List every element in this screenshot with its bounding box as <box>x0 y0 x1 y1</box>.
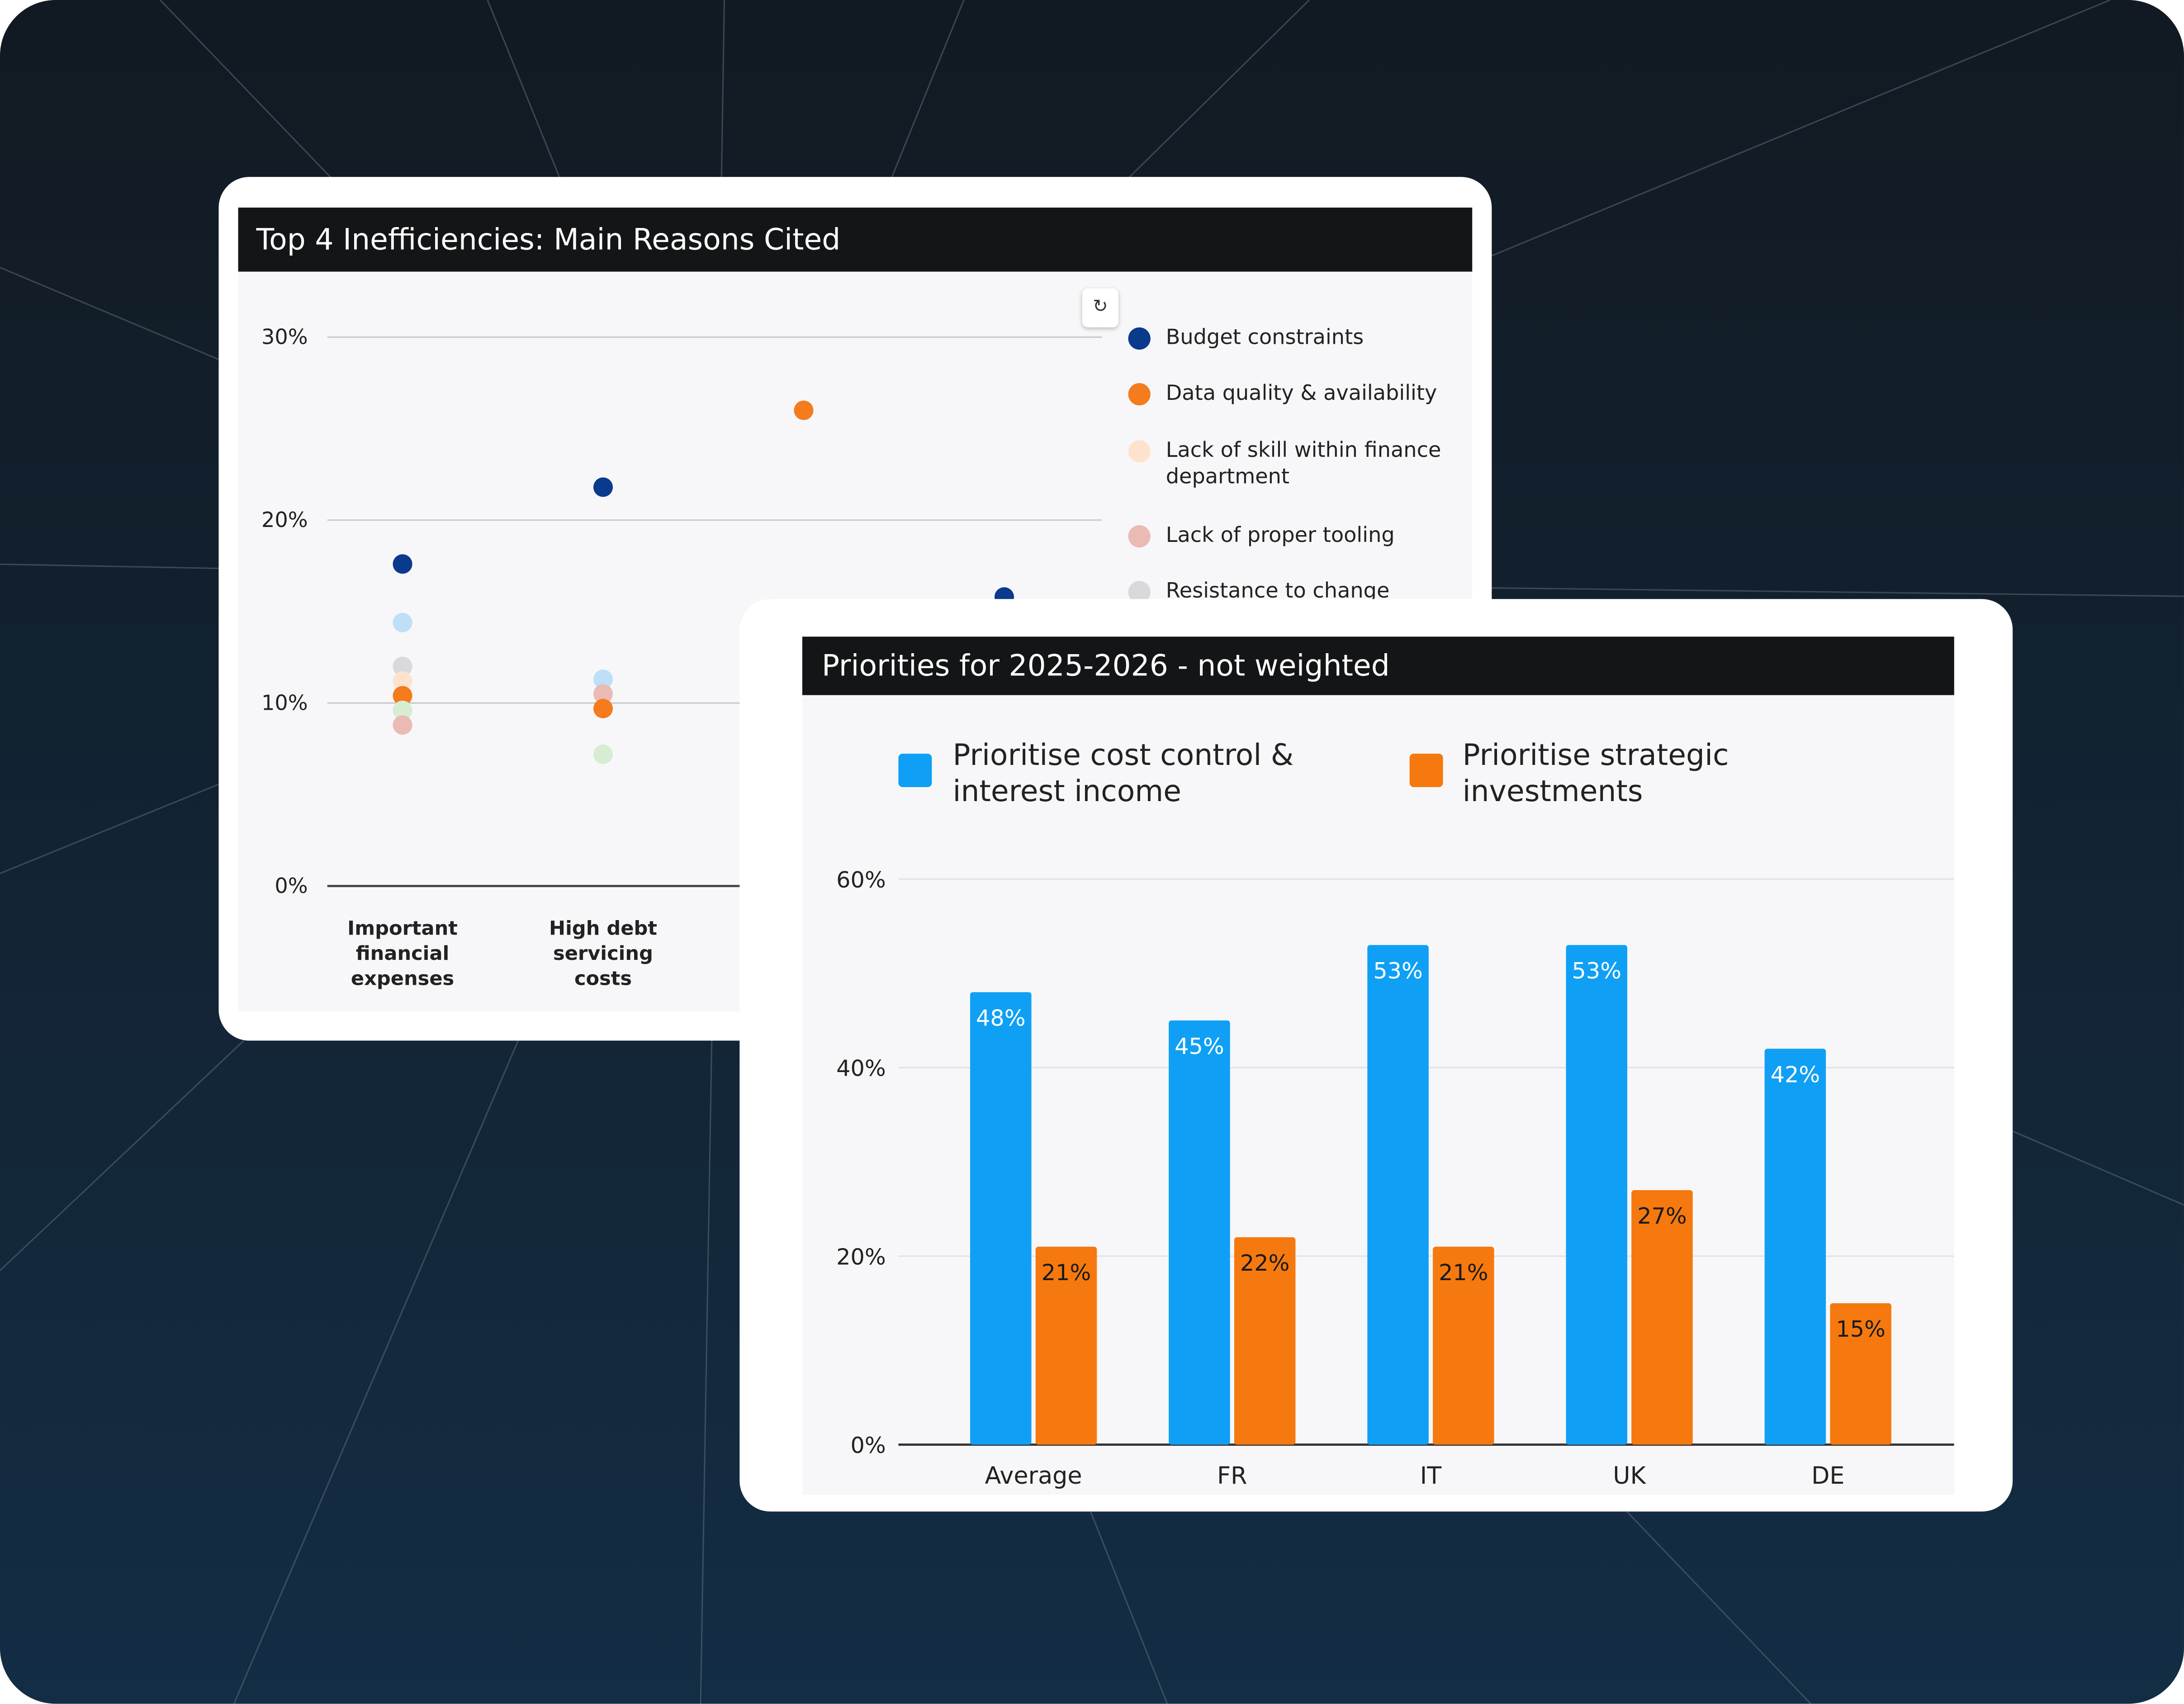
x-category-label: Important financial expenses <box>347 917 458 990</box>
bar-plot-area: Prioritise cost control & interest incom… <box>802 695 1954 1495</box>
bar-value-label: 21% <box>1042 1259 1091 1286</box>
bar-value-label: 15% <box>1836 1316 1886 1342</box>
bar-strategic <box>1433 1247 1494 1445</box>
x-category-line: costs <box>574 967 632 990</box>
chart-title: Priorities for 2025-2026 - not weighted <box>802 636 1954 695</box>
bar-value-label: 21% <box>1439 1259 1488 1286</box>
y-tick-label: 20% <box>836 1244 886 1270</box>
chart-title: Top 4 Inefficiencies: Main Reasons Cited <box>238 207 1473 272</box>
bar-value-label: 45% <box>1175 1033 1224 1059</box>
scatter-point <box>593 477 613 497</box>
bar-strategic <box>1830 1303 1891 1445</box>
x-category-label: Average <box>985 1462 1082 1490</box>
x-category-label: High debt servicing costs <box>549 917 657 990</box>
scatter-point <box>794 400 814 420</box>
x-category-line: financial <box>356 942 450 965</box>
bar-cost-control <box>1764 1049 1826 1445</box>
x-category-line: High debt <box>549 917 657 940</box>
bar-cost-control <box>1367 945 1429 1445</box>
legend-line: Prioritise strategic <box>1462 738 1729 772</box>
legend-item-strategic: Prioritise strategic investments <box>1463 737 1729 809</box>
x-category-line: Important <box>347 917 458 940</box>
legend-item-cost-control: Prioritise cost control & interest incom… <box>953 737 1294 809</box>
legend-swatch-strategic <box>1409 754 1443 788</box>
scatter-point <box>593 669 613 689</box>
bar-strategic <box>1631 1190 1693 1445</box>
legend-item-data-quality: Data quality & availability <box>1165 380 1437 406</box>
y-tick-label: 0% <box>275 873 308 898</box>
legend-line: Prioritise cost control & <box>952 738 1294 772</box>
legend-dot-lack-skill <box>1128 440 1151 463</box>
scatter-point <box>393 686 412 706</box>
legend-line: investments <box>1462 774 1643 808</box>
x-category-label: DE <box>1811 1462 1844 1490</box>
y-tick-label: 10% <box>261 691 308 715</box>
legend-item-budget: Budget constraints <box>1165 324 1364 350</box>
scatter-point <box>393 656 412 676</box>
x-category-line: expenses <box>351 967 454 990</box>
scatter-point <box>593 698 613 718</box>
scatter-point <box>393 554 412 574</box>
bar-cost-control <box>970 992 1032 1445</box>
legend-item-lack-skill: Lack of skill within finance department <box>1165 437 1441 489</box>
bar-value-label: 42% <box>1771 1061 1820 1087</box>
bar-value-label: 48% <box>976 1005 1026 1031</box>
scatter-point <box>593 744 613 764</box>
bar-cost-control <box>1169 1020 1230 1445</box>
scatter-point <box>393 715 412 735</box>
legend-line: interest income <box>952 774 1182 808</box>
bar-strategic <box>1035 1247 1097 1445</box>
bar-chart: 60% 40% 20% 0% Average 48% 21% FR 45% 22% IT 53% 21%… <box>836 867 1954 1490</box>
x-category-label: FR <box>1217 1462 1247 1490</box>
legend-dot-budget <box>1128 327 1151 350</box>
priorities-chart-card: Priorities for 2025-2026 - not weighted … <box>739 599 2013 1512</box>
x-category-line: servicing <box>553 942 653 965</box>
y-tick-label: 40% <box>836 1055 886 1082</box>
x-category-label: UK <box>1613 1462 1646 1490</box>
scatter-point <box>593 684 613 704</box>
y-tick-label: 60% <box>836 867 886 893</box>
bar-value-label: 27% <box>1637 1203 1687 1229</box>
scatter-point <box>393 671 412 691</box>
x-category-label: IT <box>1420 1462 1442 1490</box>
legend-swatch-cost-control <box>898 754 932 788</box>
legend-dot-tooling <box>1128 525 1151 548</box>
bar-value-label: 53% <box>1373 958 1423 984</box>
legend-item-tooling: Lack of proper tooling <box>1165 522 1395 548</box>
bar-cost-control <box>1566 945 1628 1445</box>
bar-value-label: 22% <box>1240 1250 1290 1276</box>
y-tick-label: 0% <box>851 1432 886 1458</box>
bar-strategic <box>1234 1237 1296 1445</box>
scatter-point <box>393 700 412 720</box>
y-tick-label: 30% <box>261 325 308 349</box>
scatter-point <box>393 612 412 632</box>
bar-value-label: 53% <box>1572 958 1622 984</box>
scatter-chart: 30% 20% 10% 0% Important financial expenses Hig… <box>261 325 1102 990</box>
y-tick-label: 20% <box>261 508 308 532</box>
legend-dot-data-quality <box>1128 383 1151 406</box>
refresh-icon[interactable]: ↻ <box>1082 288 1118 328</box>
